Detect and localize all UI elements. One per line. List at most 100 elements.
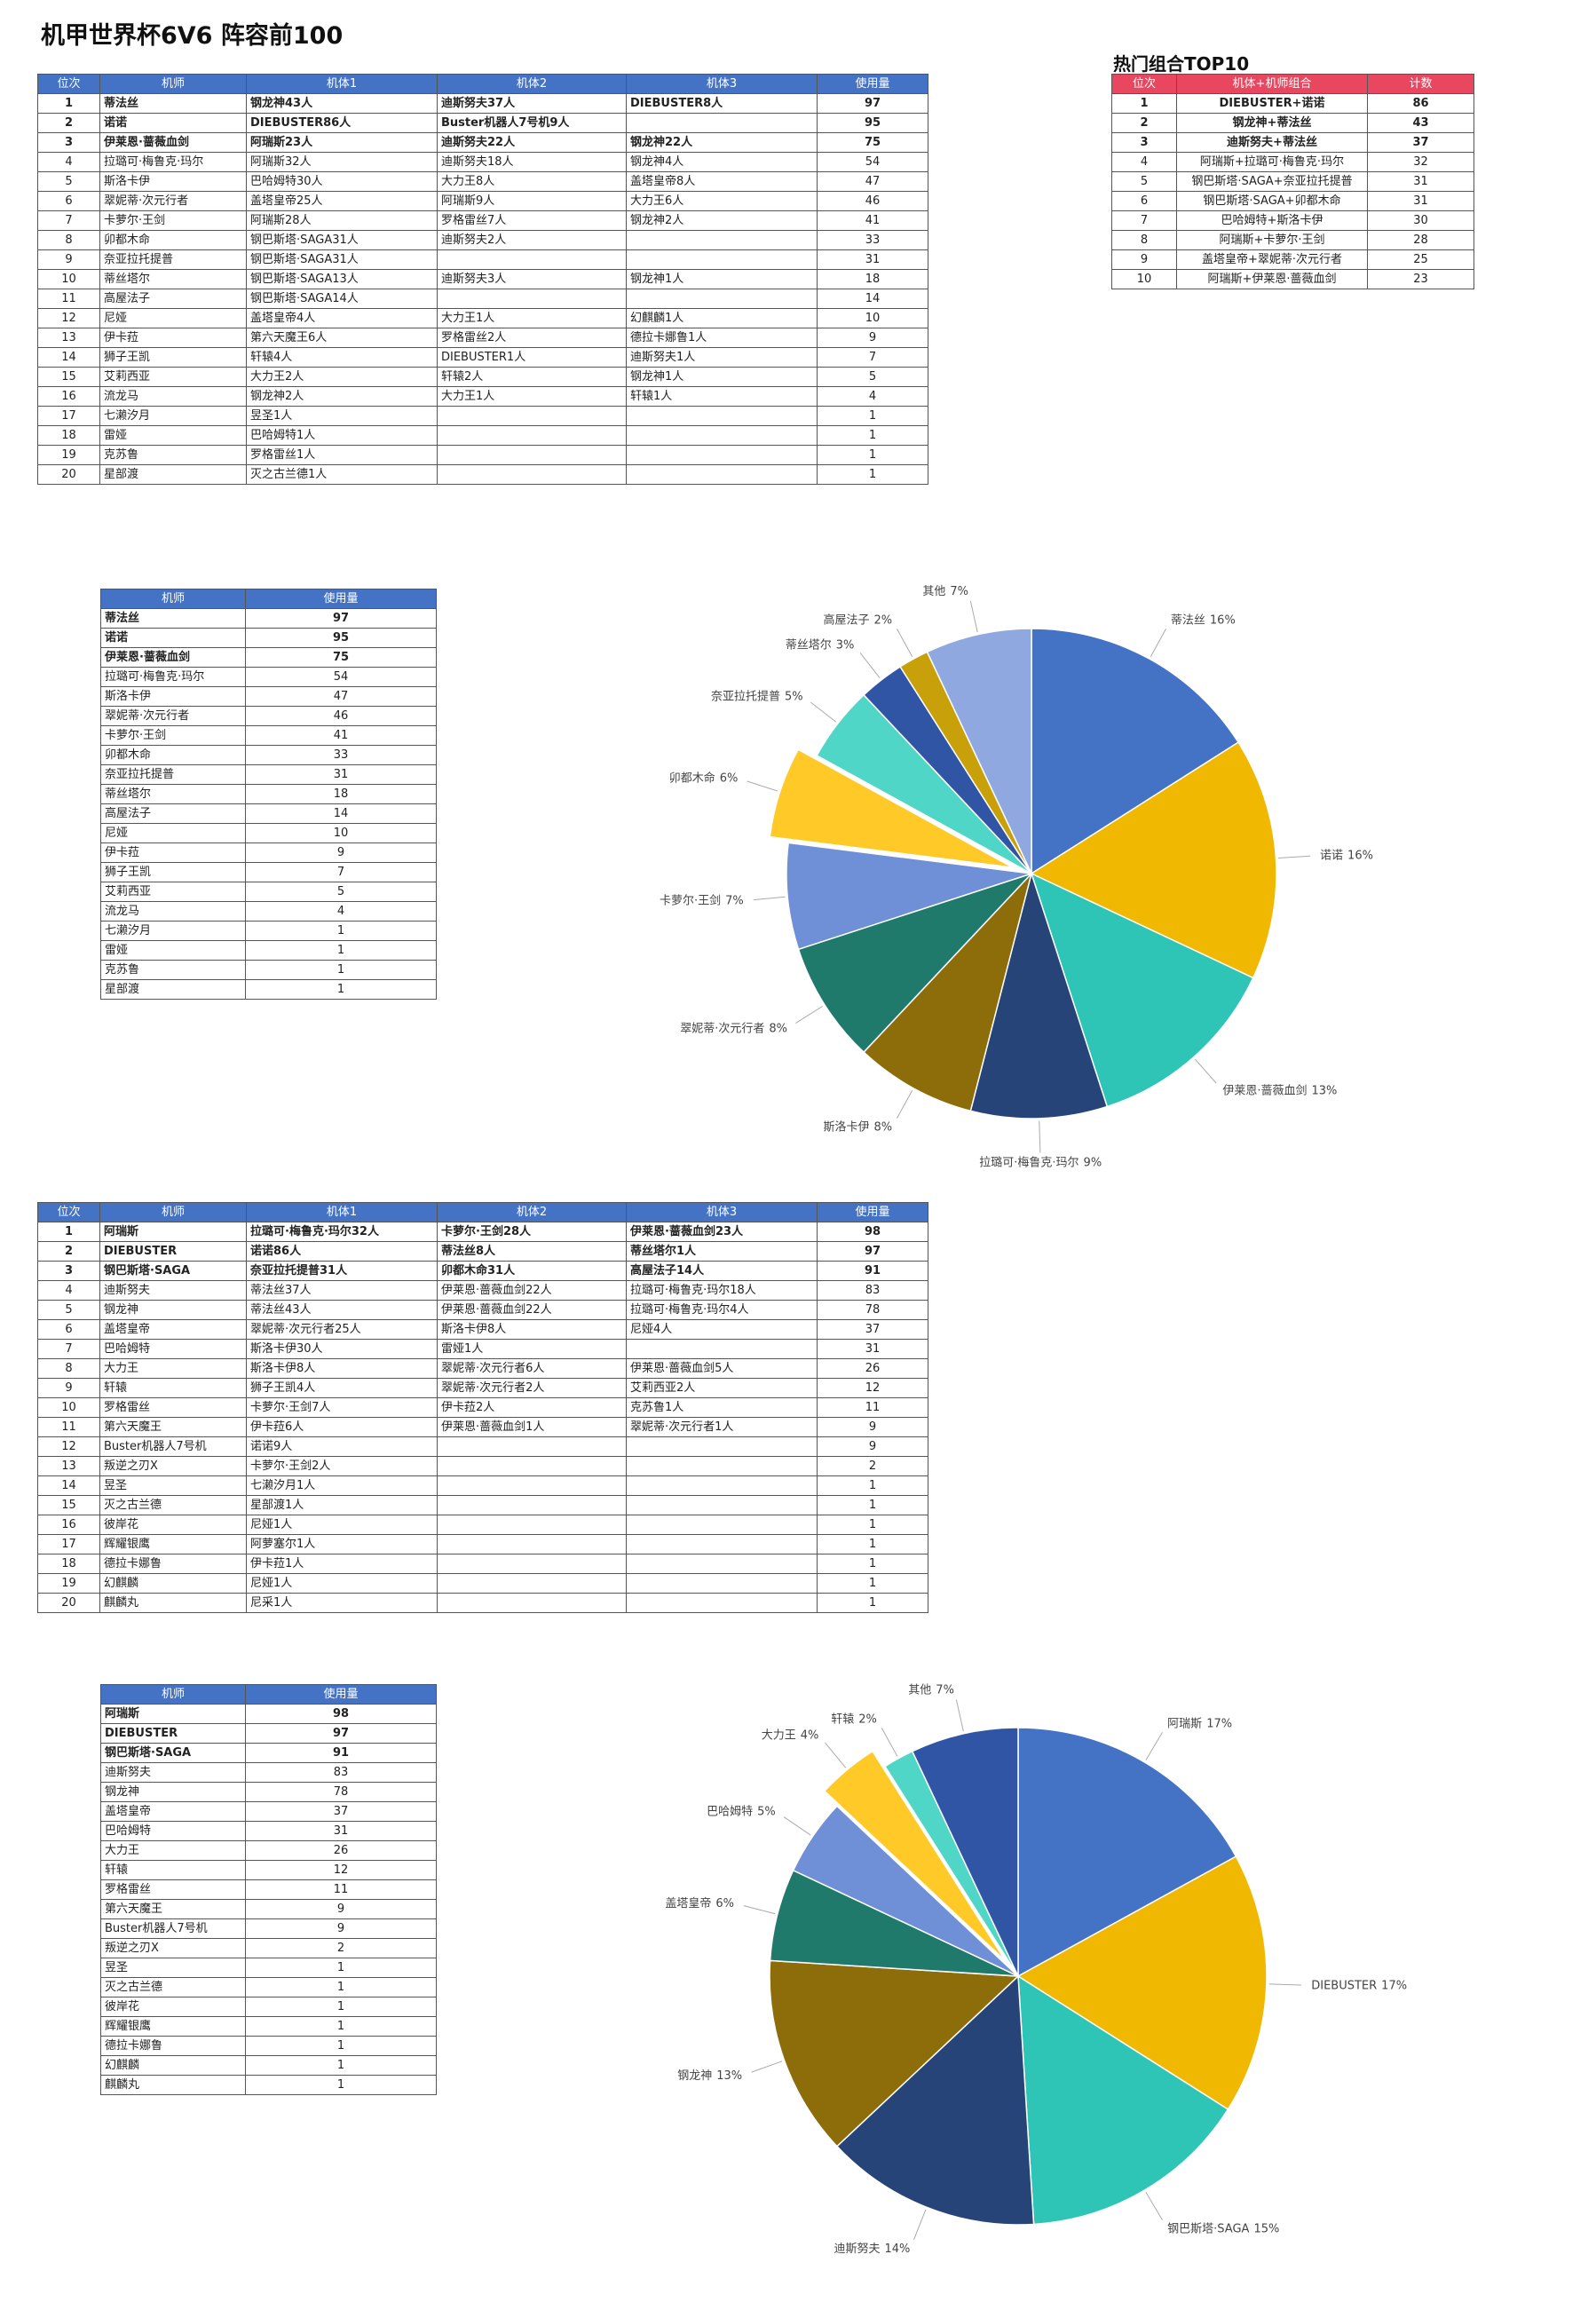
table-cell: 第六天魔王 [101, 1900, 246, 1919]
table-cell: 9 [246, 1919, 437, 1939]
table-cell: 98 [818, 1222, 928, 1242]
table-cell: 雷娅 [100, 426, 247, 446]
label-category: 轩辕 [831, 1712, 854, 1726]
header-cell: 位次 [38, 75, 100, 94]
label-value: 6% [715, 1896, 734, 1910]
table-cell: 盖塔皇帝 [100, 1320, 247, 1340]
label-category: 斯洛卡伊 [823, 1120, 869, 1134]
table-cell [627, 407, 818, 426]
leader-line [955, 1699, 964, 1732]
table-cell: 伊莱恩·蔷薇血剑5人 [627, 1359, 818, 1379]
leader-line [747, 780, 778, 792]
table-cell: 星部渡1人 [247, 1496, 438, 1515]
table-cell: 1 [246, 2017, 437, 2037]
table-cell: 1 [246, 2076, 437, 2095]
table-cell: 18 [38, 1554, 100, 1574]
label-category: 盖塔皇帝 [665, 1895, 711, 1910]
table-cell: 6 [38, 1320, 100, 1340]
pie-label: 钢龙神 13% [677, 2069, 742, 2082]
table-cell: 卯都木命 [100, 231, 247, 250]
table-cell: 拉璐可·梅鲁克·玛尔32人 [247, 1222, 438, 1242]
table-cell: 奈亚拉托提普31人 [247, 1262, 438, 1281]
table-cell: 2 [38, 114, 100, 133]
table-cell: 54 [818, 153, 928, 172]
table-cell: 97 [818, 94, 928, 114]
label-value: 7% [936, 1683, 954, 1697]
table-cell: 1 [818, 446, 928, 465]
header-cell: 位次 [1112, 75, 1177, 94]
pie-label: 诺诺 16% [1320, 849, 1373, 862]
header-cell: 使用量 [818, 75, 928, 94]
table-cell: 迪斯努夫3人 [438, 270, 627, 289]
table-cell: 20 [38, 1594, 100, 1613]
table-cell: 78 [818, 1301, 928, 1320]
table-cell: 1 [818, 1515, 928, 1535]
header-cell: 机体2 [438, 75, 627, 94]
table-cell: 迪斯努夫 [100, 1281, 247, 1301]
table-cell: 7 [38, 1340, 100, 1359]
table-cell: 大力王 [100, 1359, 247, 1379]
leader-line [743, 1905, 776, 1915]
table-cell: 克苏鲁1人 [627, 1398, 818, 1418]
pie-slice [1031, 628, 1240, 875]
label-category: 卯都木命 [669, 771, 715, 785]
table-cell [627, 1554, 818, 1574]
table-cell: 10 [246, 824, 437, 843]
table-cell: 30 [1368, 211, 1474, 231]
leader-line [1145, 2192, 1163, 2221]
table-cell: 12 [38, 1437, 100, 1457]
table-cell: 95 [818, 114, 928, 133]
table-cell: 伊莱恩·蔷薇血剑23人 [627, 1222, 818, 1242]
table-cell: 31 [1368, 192, 1474, 211]
table-cell: 11 [38, 1418, 100, 1437]
table-cell: 伊莱恩·蔷薇血剑1人 [438, 1418, 627, 1437]
table-cell: 钢巴斯塔·SAGA13人 [247, 270, 438, 289]
pie-label: 钢巴斯塔·SAGA 15% [1167, 2222, 1279, 2235]
table-cell: 4 [1112, 153, 1177, 172]
label-category: 钢巴斯塔·SAGA [1167, 2222, 1249, 2235]
header-cell: 机师 [101, 589, 246, 609]
label-category: 卡萝尔·王剑 [660, 893, 721, 907]
table-cell: DIEBUSTER [100, 1242, 247, 1262]
pie-label: 伊莱恩·蔷薇血剑 13% [1222, 1083, 1337, 1097]
table-cell: 5 [38, 1301, 100, 1320]
table-cell: 蒂法丝 [101, 609, 246, 629]
table-cell: 91 [818, 1262, 928, 1281]
table-cell: 26 [246, 1841, 437, 1861]
label-value: 8% [873, 1120, 892, 1134]
table-cell: 阿萝塞尔1人 [247, 1535, 438, 1554]
table-cell [438, 1476, 627, 1496]
table-cell: 78 [246, 1783, 437, 1802]
table-cell: 13 [38, 328, 100, 348]
table-cell: 10 [818, 309, 928, 328]
pie-slice [835, 1974, 1035, 2226]
label-value: 17% [1206, 1717, 1232, 1730]
pie-label: 翠妮蒂·次元行者 8% [680, 1021, 787, 1035]
table-cell [627, 114, 818, 133]
table-cell: 雷娅 [101, 941, 246, 961]
table-cell: 31 [246, 765, 437, 785]
pie-label: 高屋法子 2% [823, 613, 892, 627]
table-cell [627, 1437, 818, 1457]
header-cell: 机体+机师组合 [1177, 75, 1368, 94]
table-cell: 艾莉西亚 [100, 368, 247, 387]
table-cell: 彼岸花 [100, 1515, 247, 1535]
table-cell: 七濑汐月 [100, 407, 247, 426]
table-cell [627, 1594, 818, 1613]
table-cell: 19 [38, 1574, 100, 1594]
table-cell: 卡萝尔·王剑 [101, 726, 246, 746]
pie-slice [769, 748, 1014, 868]
table-cell: DIEBUSTER86人 [247, 114, 438, 133]
table-cell: 狮子王凯 [100, 348, 247, 368]
table-cell [438, 1594, 627, 1613]
table-cell: 星部渡 [101, 980, 246, 1000]
table-cell: 3 [38, 1262, 100, 1281]
pie-label: 蒂法丝 16% [1171, 613, 1236, 627]
table-cell: DIEBUSTER [101, 1724, 246, 1744]
table-cell: 1 [818, 1496, 928, 1515]
table-cell: 32 [1368, 153, 1474, 172]
table-cell: 46 [818, 192, 928, 211]
table-cell: 灭之古兰德 [101, 1978, 246, 1997]
table-cell: 大力王2人 [247, 368, 438, 387]
